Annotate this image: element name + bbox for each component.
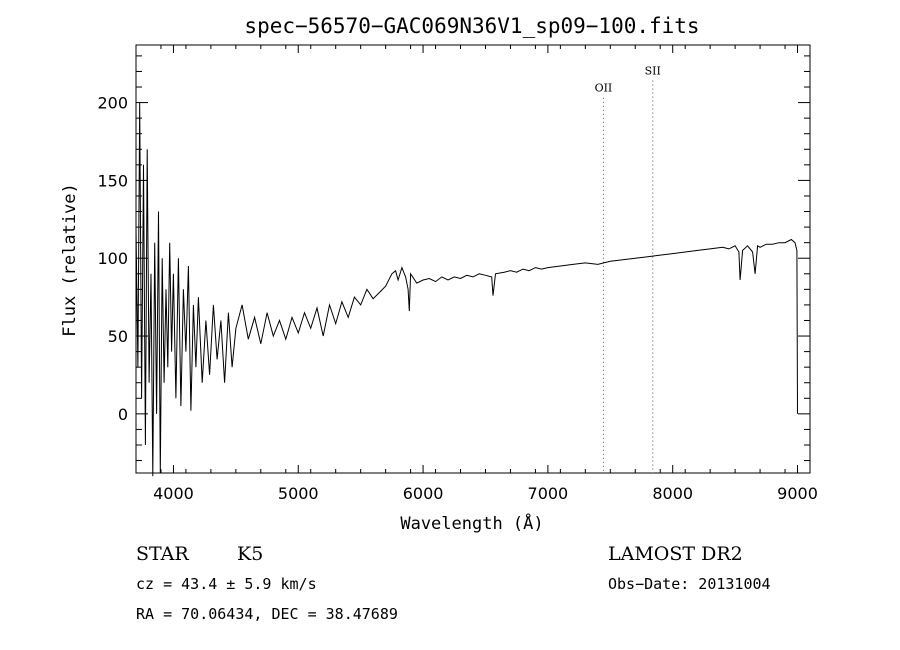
survey-label: LAMOST DR2 (608, 543, 743, 565)
x-axis-label: Wavelength (Å) (400, 512, 543, 534)
x-tick-label: 9000 (777, 484, 818, 503)
x-tick-label: 5000 (278, 484, 319, 503)
plot-frame (135, 44, 811, 474)
coordinates-text: RA = 70.06434, DEC = 38.47689 (136, 605, 398, 623)
y-tick-label: 100 (97, 249, 128, 268)
chart-title: spec−56570−GAC069N36V1_sp09−100.fits (244, 14, 699, 38)
emission-line-label: SII (645, 65, 661, 78)
object-class: STAR (136, 543, 189, 565)
obs-date-text: Obs−Date: 20131004 (608, 575, 771, 593)
y-tick-label: 150 (97, 171, 128, 190)
x-tick-label: 4000 (153, 484, 194, 503)
y-axis-label: Flux (relative) (60, 183, 80, 337)
y-tick-label: 50 (108, 327, 128, 346)
y-tick-label: 0 (118, 405, 128, 424)
redshift-text: cz = 43.4 ± 5.9 km/s (136, 575, 317, 593)
x-tick-label: 8000 (652, 484, 693, 503)
y-tick-label: 200 (97, 94, 128, 113)
subclass: K5 (237, 543, 263, 565)
x-tick-label: 7000 (528, 484, 569, 503)
x-tick-label: 6000 (403, 484, 444, 503)
emission-line-label: OII (595, 82, 613, 95)
spectrum-line (135, 102, 798, 477)
